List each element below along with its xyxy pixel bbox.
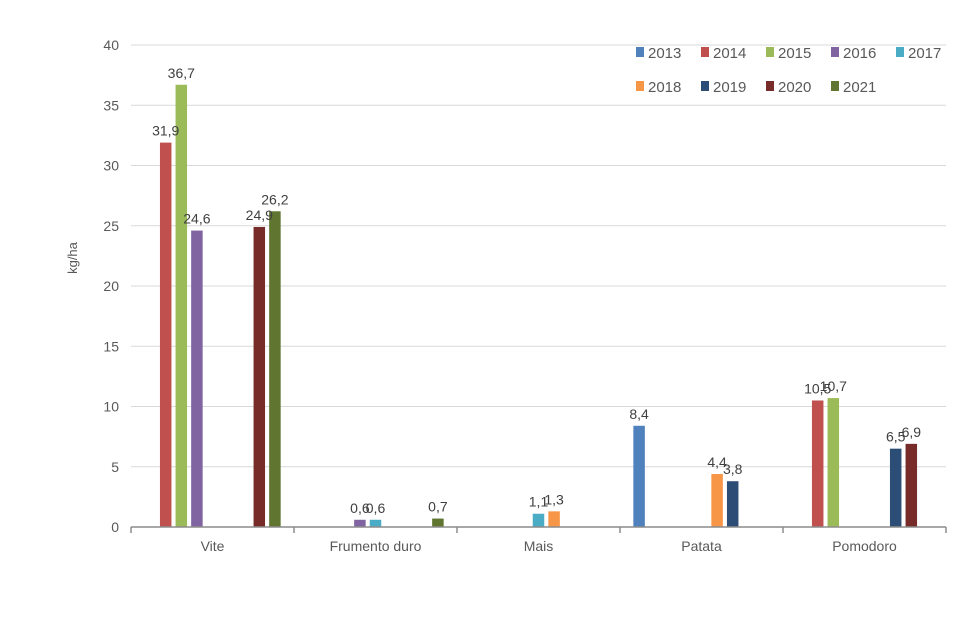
legend-swatch-2017 [896,47,904,57]
y-tick-label: 0 [111,519,119,535]
legend-swatch-2014 [701,47,709,57]
data-label: 8,4 [629,406,649,422]
bar-2018 [711,473,723,527]
y-tick-label: 5 [111,459,119,475]
data-label: 10,7 [820,378,847,394]
data-label: 1,1 [529,494,549,510]
y-tick-label: 15 [103,338,119,354]
category-label: Mais [524,538,554,554]
data-label: 3,8 [723,461,743,477]
y-axis-label: kg/ha [65,241,80,274]
bar-2015 [827,398,840,527]
data-label: 0,6 [350,500,370,516]
data-label: 31,9 [152,123,179,139]
data-label: 26,2 [261,191,288,207]
category-label: Patata [681,538,722,554]
legend-swatch-2013 [636,47,644,57]
legend-label-2021: 2021 [843,79,876,96]
gridlines [131,44,946,468]
bar-2020 [253,226,266,527]
legend-label-2014: 2014 [713,45,746,62]
legend-label-2013: 2013 [648,45,681,62]
y-tick-label: 35 [103,97,119,113]
bar-2017 [369,519,382,527]
data-label: 24,9 [246,207,273,223]
bar-2018 [548,511,560,527]
bar-2016 [354,519,366,527]
bar-2013 [633,425,645,527]
bar-2016 [191,230,203,527]
data-label: 0,7 [428,499,448,515]
bar-2021 [269,211,281,528]
category-label: Vite [201,538,225,554]
data-label: 10,5 [804,380,831,396]
y-tick-label: 20 [103,278,119,294]
data-label: 24,6 [183,211,210,227]
data-label: 0,6 [366,500,386,516]
legend-swatch-2015 [766,47,774,57]
data-label: 1,3 [544,491,564,507]
bar-2015 [175,84,188,527]
data-labels: 8,4 31,9 10,5 36,7 10,7 24,6 0,60,6 1,11,3 4,43,… [152,65,921,516]
data-label: 6,5 [886,429,906,445]
legend-swatch-2021 [831,81,839,91]
legend-label-2017: 2017 [908,45,941,62]
bar-2014 [811,400,824,527]
data-label: 6,9 [902,424,922,440]
legend-swatch-2018 [636,81,644,91]
legend-label-2015: 2015 [778,45,811,62]
data-label: 4,4 [707,454,727,470]
y-tick-label: 10 [103,399,119,415]
y-axis-ticks: 0 5 10 15 20 25 30 35 40 [103,37,119,535]
legend-label-2018: 2018 [648,79,681,96]
bar-2021 [432,518,444,527]
category-labels: Vite Frumento duro Mais Patata Pomodoro [201,538,897,554]
legend-swatch-2016 [831,47,839,57]
bars [159,84,918,528]
data-label: 36,7 [168,65,195,81]
legend-label-2019: 2019 [713,79,746,96]
y-tick-label: 25 [103,218,119,234]
legend-label-2016: 2016 [843,45,876,62]
legend-label-2020: 2020 [778,79,811,96]
category-label: Pomodoro [832,538,897,554]
legend-swatch-2019 [701,81,709,91]
y-tick-label: 40 [103,37,119,53]
bar-2020 [905,443,918,527]
legend: 2013 2014 2015 2016 2017 2018 2019 2020 2021 [636,45,941,96]
y-tick-label: 30 [103,158,119,174]
category-label: Frumento duro [330,538,422,554]
bar-2014 [159,142,172,528]
x-axis [130,526,947,533]
bar-2017 [532,513,545,527]
bar-2019 [726,481,739,527]
legend-swatch-2020 [766,81,774,91]
bar-2019 [889,448,902,527]
